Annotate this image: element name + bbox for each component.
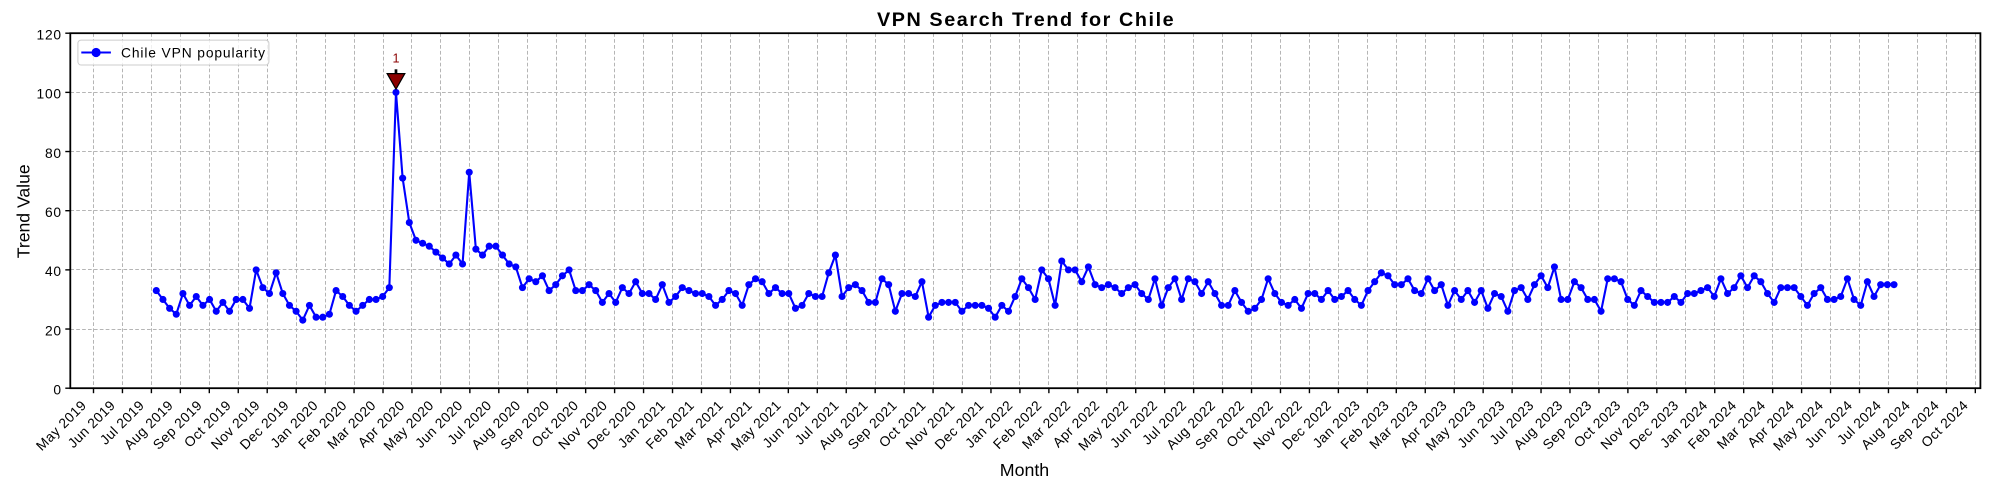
svg-text:0: 0: [53, 383, 61, 398]
svg-text:100: 100: [36, 87, 61, 102]
svg-text:60: 60: [45, 205, 62, 220]
svg-text:20: 20: [45, 323, 62, 338]
svg-text:Trend Value: Trend Value: [13, 164, 33, 258]
svg-text:120: 120: [36, 28, 61, 43]
svg-text:Chile VPN popularity: Chile VPN popularity: [121, 46, 266, 61]
svg-text:VPN Search Trend for Chile: VPN Search Trend for Chile: [877, 9, 1175, 31]
svg-text:80: 80: [45, 146, 62, 161]
svg-text:Month: Month: [1000, 460, 1049, 480]
svg-text:1: 1: [392, 52, 399, 66]
svg-text:40: 40: [45, 264, 62, 279]
